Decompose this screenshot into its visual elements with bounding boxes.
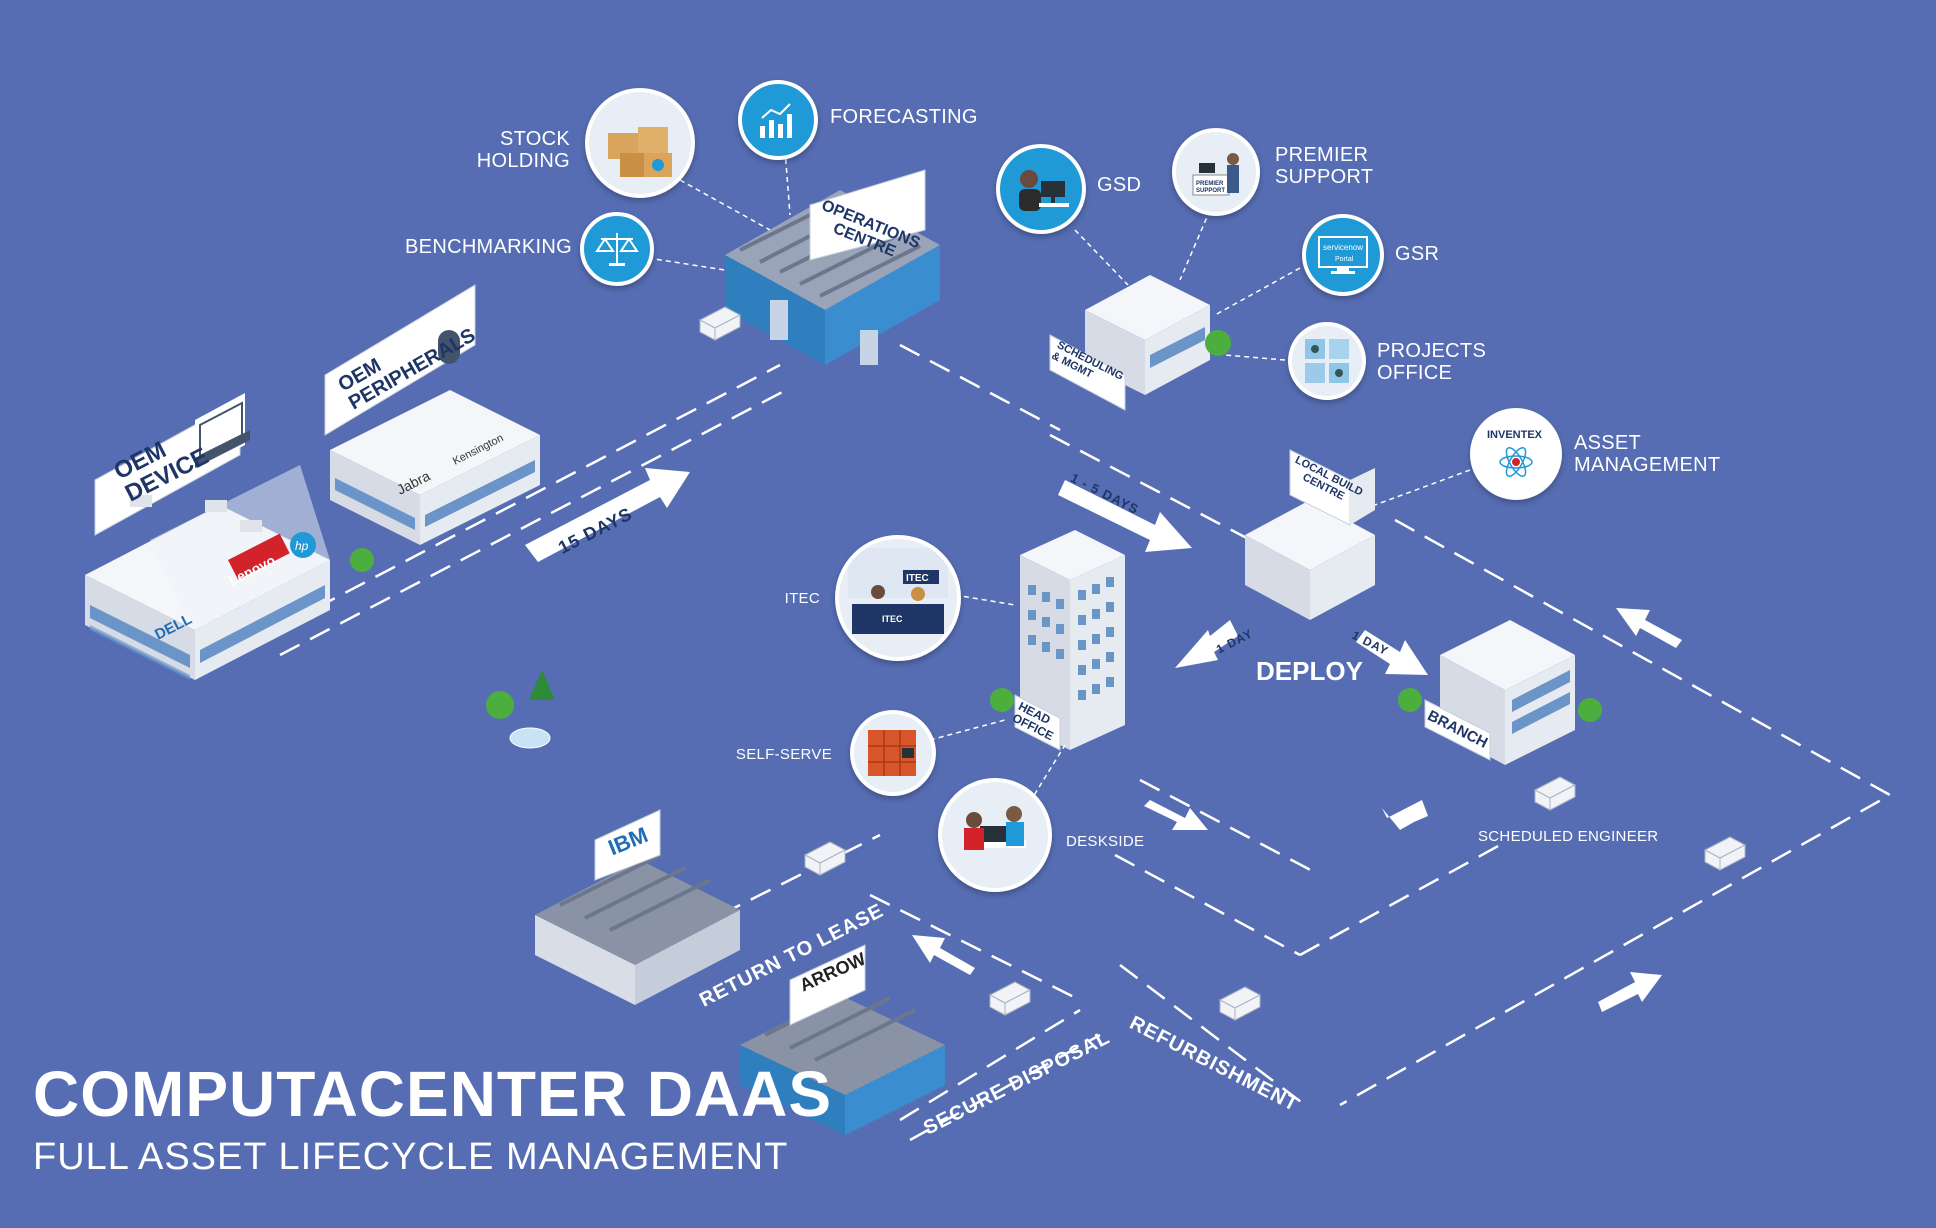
arrow-return [912,935,975,975]
arrow-warehouse [740,944,945,1135]
label-premier-support: PREMIER SUPPORT [1275,144,1374,188]
fountain [509,727,551,749]
van [1533,776,1577,811]
road-oem-to-ops-lower [279,386,791,657]
page-subtitle: FULL ASSET LIFECYCLE MANAGEMENT [33,1136,789,1178]
arrow-down-left [1382,800,1428,830]
road-refurb-link [1299,843,1501,957]
tree [529,670,555,700]
arrow-1-day-right [1356,630,1428,675]
premier-support-icon: PREMIER SUPPORT [1172,128,1260,216]
servicenow-portal-icon: servicenow Portal [1302,214,1384,296]
svg-text:PREMIER: PREMIER [1196,181,1224,187]
stock-boxes-icon [585,88,695,198]
operations-centre-building [725,169,940,365]
forecasting-chart-icon [738,80,818,160]
label-stock-holding: STOCK HOLDING [476,128,570,172]
label-forecasting: FORECASTING [830,106,978,128]
svg-text:hp: hp [295,539,309,553]
van [1218,986,1262,1021]
oem-device-building: Lenovo. hp DELL [85,393,330,680]
label-itec: ITEC [784,590,820,607]
label-projects-office: PROJECTS OFFICE [1377,340,1487,384]
page-title: COMPUTACENTER DAAS [33,1058,833,1130]
van [698,306,742,341]
projects-office-icon [1288,322,1366,400]
head-office-building [990,530,1125,751]
label-asset-management: ASSET MANAGEMENT [1574,432,1721,476]
label-gsr: GSR [1395,243,1440,265]
svg-text:ITEC: ITEC [882,614,903,624]
svg-text:servicenow: servicenow [1323,243,1363,252]
road-disposal-loop [899,1008,1081,1122]
itec-desk-icon: ITEC ITEC [835,535,961,661]
svg-text:SUPPORT: SUPPORT [1196,188,1225,194]
van [1703,836,1747,871]
arrow-1-day-left [1175,620,1238,668]
road-secure-loop [869,893,1081,1002]
van [988,981,1032,1016]
ibm-warehouse [535,809,740,1005]
svg-text:Portal: Portal [1335,256,1354,263]
benchmarking-scales-icon [580,212,654,286]
branch-building [1398,620,1602,765]
road-sched-to-local [1049,433,1261,547]
svg-text:INVENTEX: INVENTEX [1487,429,1543,441]
oem-peripherals-building: Jabra Kensington [324,284,540,545]
road-outer-right [1339,518,1893,1107]
van [803,841,847,876]
label-deskside: DESKSIDE [1066,833,1145,850]
inventex-logo-icon: INVENTEX [1470,408,1562,500]
arrow-15-days [525,468,690,562]
road-disposal-lower [909,1033,1101,1142]
label-gsd: GSD [1097,174,1142,196]
road-ops-to-local-upper [899,343,1061,432]
label-scheduled-engineer: SCHEDULED ENGINEER [1478,828,1659,845]
route-deploy: DEPLOY [1256,656,1363,686]
lockers-icon [850,710,936,796]
svg-text:ITEC: ITEC [906,573,929,584]
road-refurb-loop [1114,853,1301,957]
road-oem-to-ops-upper [254,363,781,642]
road-refurb-bottom [1119,964,1306,1106]
deskside-icon [938,778,1052,892]
label-self-serve: SELF-SERVE [735,746,832,763]
scheduling-building [1049,275,1231,411]
tree [350,548,374,572]
local-build-centre-building [1245,449,1375,620]
gsd-agent-icon [996,144,1086,234]
tree [486,691,514,719]
arrow-1-5-days [1058,480,1192,552]
label-benchmarking: BENCHMARKING [405,236,572,258]
arrow-outer-upleft [1616,608,1682,648]
arrow-outer-upright [1598,972,1662,1012]
arrow-down-right-1 [1144,800,1208,830]
